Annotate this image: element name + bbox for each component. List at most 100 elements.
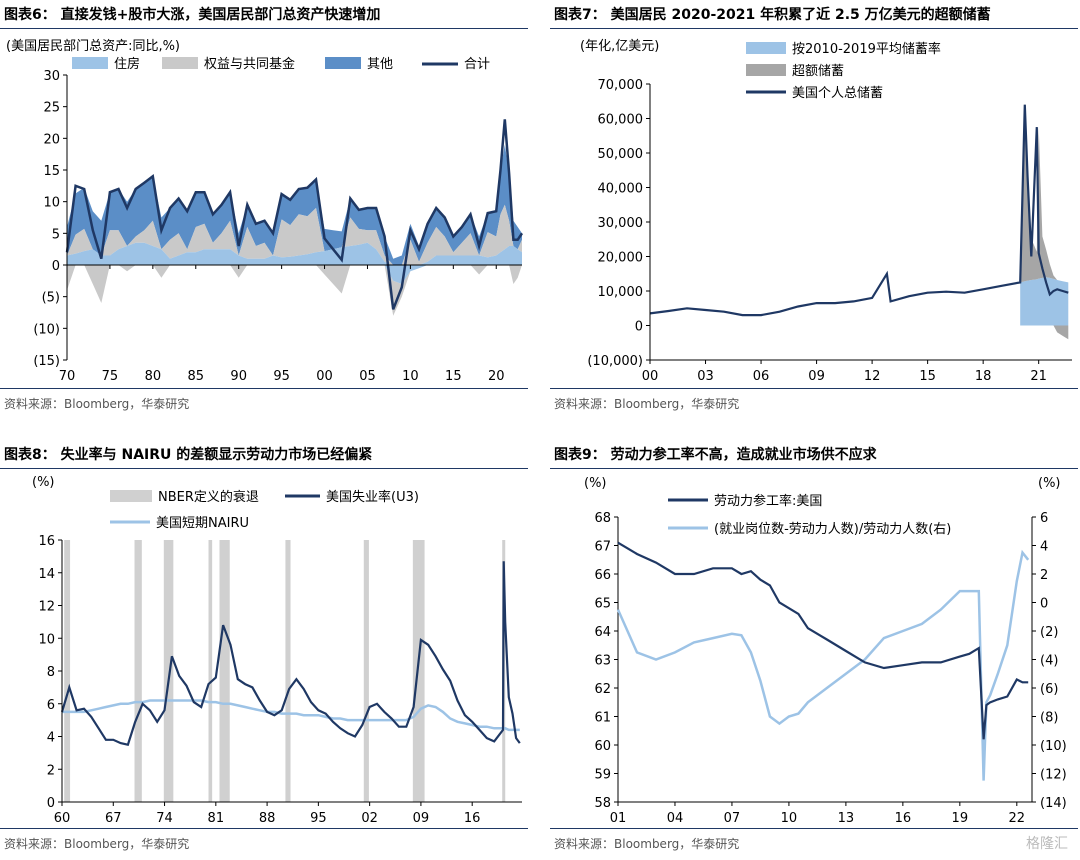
- recession-band: [285, 540, 291, 802]
- x-tick-label: 10: [402, 369, 419, 384]
- x-tick-label: 90: [230, 369, 247, 384]
- y-tick-label: 20: [43, 132, 60, 147]
- x-tick-label: 19: [952, 811, 969, 826]
- y-tick-label: 68: [594, 511, 611, 526]
- series-line-participation-rate: [617, 541, 1029, 740]
- unit-label-right: (%): [1038, 476, 1061, 491]
- x-tick-label: 15: [919, 369, 936, 384]
- y-tick-label: (10): [33, 322, 60, 337]
- y-tick-label: 59: [594, 768, 611, 783]
- y-tick-label: 60: [594, 739, 611, 754]
- x-tick-label: 07: [724, 811, 741, 826]
- y-tick-label: 50,000: [598, 147, 644, 162]
- x-tick-label: 06: [753, 369, 770, 384]
- x-tick-label: 03: [697, 369, 714, 384]
- legend-label: 按2010-2019平均储蓄率: [792, 41, 941, 57]
- x-tick-label: 18: [975, 369, 992, 384]
- chart-title: 图表6： 直接发钱+股市大涨，美国居民部门总资产快速增加: [4, 7, 381, 23]
- chart-title: 图表8： 失业率与 NAIRU 的差额显示劳动力市场已经偏紧: [4, 447, 373, 463]
- y-tick-label: 66: [594, 568, 611, 583]
- x-tick-label: 16: [895, 811, 912, 826]
- unit-label: (年化,亿美元): [580, 39, 659, 54]
- x-tick-label: 60: [54, 811, 71, 826]
- y-tick-label: 14: [38, 567, 55, 582]
- x-tick-label: 22: [1009, 811, 1026, 826]
- title-rule: [550, 468, 1078, 469]
- x-tick-label: 09: [413, 811, 430, 826]
- legend-swatch: [72, 57, 108, 69]
- legend-swatch: [110, 490, 152, 502]
- x-tick-label: 13: [838, 811, 855, 826]
- source-rule: [550, 828, 1078, 829]
- series-area-equity-negative: [67, 265, 522, 316]
- x-tick-label: 09: [808, 369, 825, 384]
- y2-tick-label: (6): [1040, 682, 1058, 697]
- legend-label: (就业岗位数-劳动力人数)/劳动力人数(右): [714, 521, 951, 537]
- x-tick-label: 95: [273, 369, 290, 384]
- y-tick-label: 63: [594, 654, 611, 669]
- y-tick-label: 60,000: [598, 113, 644, 128]
- unit-label-left: (%): [584, 476, 607, 491]
- series-line-nairu: [62, 699, 520, 732]
- x-tick-label: 85: [188, 369, 205, 384]
- chart-panel-unemployment-nairu: 图表8： 失业率与 NAIRU 的差额显示劳动力市场已经偏紧 (%) 16 14 12…: [0, 440, 530, 860]
- y-tick-label: 20,000: [598, 251, 644, 266]
- series-line-total-savings: [649, 104, 1069, 317]
- x-tick-label: 95: [310, 811, 327, 826]
- x-tick-label: 15: [445, 369, 462, 384]
- y-tick-label: 8: [47, 665, 55, 680]
- x-tick-label: 88: [259, 811, 276, 826]
- x-tick-label: 80: [145, 369, 162, 384]
- y2-tick-label: 4: [1040, 540, 1048, 555]
- legend-label: 美国短期NAIRU: [156, 516, 249, 531]
- chart-unemployment-nairu: (%) 16 14 12 10 8 6 4 2 060 67 74 81 88 95 02 09 16 NBER定义…: [32, 475, 522, 826]
- legend-label: 合计: [464, 57, 490, 72]
- y-tick-label: 67: [594, 540, 611, 555]
- x-tick-label: 01: [610, 811, 627, 826]
- recession-band: [64, 540, 71, 802]
- x-tick-label: 00: [316, 369, 333, 384]
- y-tick-label: 6: [47, 698, 55, 713]
- legend-label: 超额储蓄: [792, 64, 844, 79]
- y-tick-label: 30: [43, 69, 60, 84]
- y-tick-label: 10,000: [598, 285, 644, 300]
- y2-tick-label: (12): [1040, 768, 1067, 783]
- chart-title: 图表9： 劳动力参工率不高，造成就业市场供不应求: [554, 447, 877, 463]
- y-tick-label: 10: [38, 632, 55, 647]
- source-rule: [0, 388, 528, 389]
- y-tick-label: 2: [47, 763, 55, 778]
- x-tick-label: 81: [208, 811, 225, 826]
- source-rule: [550, 388, 1078, 389]
- x-tick-label: 10: [781, 811, 798, 826]
- y2-tick-label: (14): [1040, 796, 1067, 811]
- y-tick-label: 0: [47, 796, 55, 811]
- y-tick-label: 58: [594, 796, 611, 811]
- x-tick-label: 20: [488, 369, 505, 384]
- chart-panel-household-assets: 图表6： 直接发钱+股市大涨，美国居民部门总资产快速增加 (美国居民部门总资产:…: [0, 0, 530, 420]
- y-tick-label: 0: [635, 320, 643, 335]
- x-tick-label: 75: [102, 369, 119, 384]
- series-area-trend: [1020, 277, 1069, 326]
- series-area-other: [67, 144, 522, 265]
- unit-label: (美国居民部门总资产:同比,%): [6, 39, 180, 54]
- chart-panel-excess-savings: 图表7： 美国居民 2020-2021 年积累了近 2.5 万亿美元的超额储蓄 …: [550, 0, 1080, 420]
- y2-tick-label: (10): [1040, 739, 1067, 754]
- y-tick-label: 30,000: [598, 216, 644, 231]
- x-tick-label: 00: [642, 369, 659, 384]
- title-rule: [0, 468, 528, 469]
- series-area-housing-negative: [67, 265, 522, 284]
- legend-label: 住房: [114, 56, 140, 72]
- x-tick-label: 16: [464, 811, 481, 826]
- x-tick-label: 02: [361, 811, 378, 826]
- chart-title: 图表7： 美国居民 2020-2021 年积累了近 2.5 万亿美元的超额储蓄: [554, 7, 991, 23]
- y2-tick-label: 2: [1040, 568, 1048, 583]
- y2-tick-label: 6: [1040, 511, 1048, 526]
- y-tick-label: (10,000): [587, 354, 643, 369]
- legend-label: 权益与共同基金: [204, 56, 295, 72]
- x-tick-label: 04: [667, 811, 684, 826]
- y-tick-label: 16: [38, 534, 55, 549]
- recession-band: [134, 540, 142, 802]
- legend-swatch: [325, 57, 361, 69]
- watermark-logo: 格隆汇: [1026, 836, 1068, 852]
